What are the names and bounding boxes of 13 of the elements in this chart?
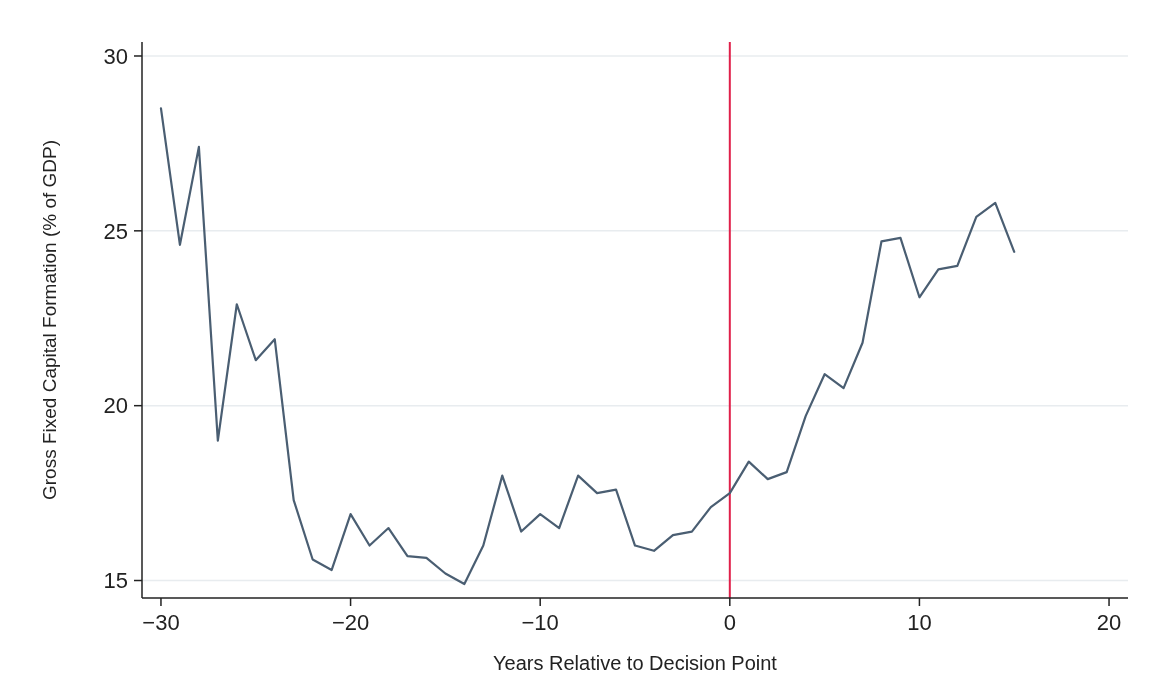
x-tick-label: 0 — [723, 610, 736, 635]
y-tick-label: 25 — [103, 218, 128, 244]
x-tick-label: −20 — [331, 610, 370, 635]
x-tick-label: 20 — [1096, 610, 1122, 635]
y-tick-label: 15 — [103, 568, 128, 594]
x-tick-label: −30 — [142, 610, 180, 635]
y-tick-label: 20 — [103, 393, 128, 419]
x-axis-title: Years Relative to Decision Point — [493, 652, 778, 674]
y-tick-label: 30 — [103, 43, 128, 69]
x-tick-label: −10 — [521, 610, 559, 635]
line-series — [159, 107, 1016, 586]
y-axis-title: Gross Fixed Capital Formation (% of GDP) — [39, 139, 60, 501]
x-tick-label: 10 — [907, 610, 932, 635]
